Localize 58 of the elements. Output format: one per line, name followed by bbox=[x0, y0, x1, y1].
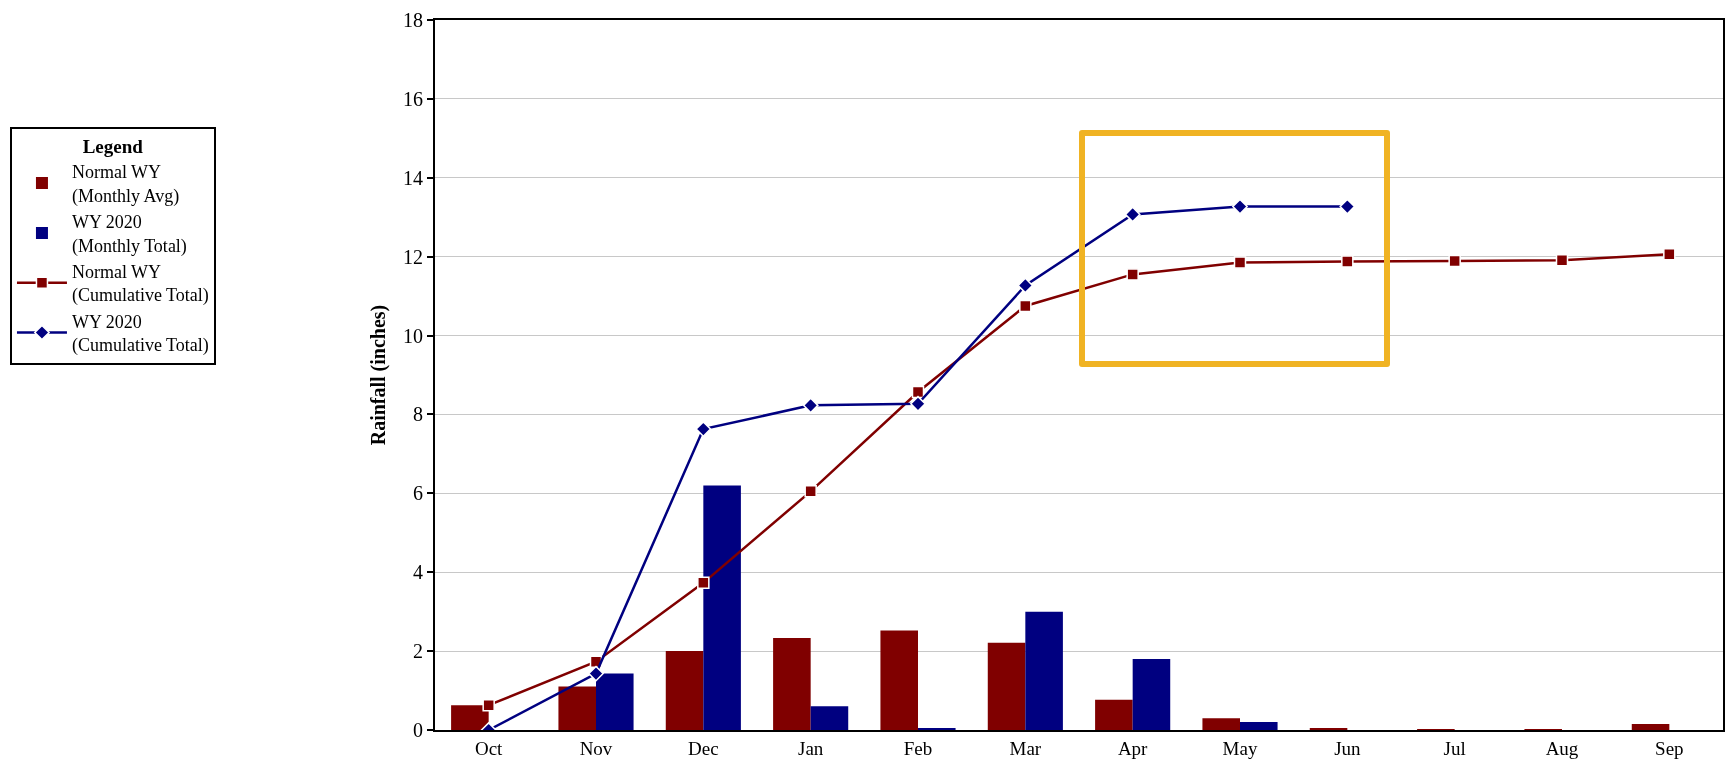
point bbox=[1233, 256, 1247, 269]
point bbox=[1448, 254, 1461, 268]
y-tick-label: 2 bbox=[413, 640, 423, 663]
point bbox=[1019, 299, 1032, 313]
point bbox=[1232, 198, 1248, 215]
point bbox=[697, 576, 710, 590]
point bbox=[1339, 198, 1356, 215]
point bbox=[695, 421, 712, 437]
legend-label: Normal WY (Cumulative Total) bbox=[71, 262, 209, 307]
bar bbox=[1240, 722, 1278, 730]
legend-label: WY 2020 (Cumulative Total) bbox=[71, 311, 209, 357]
bar bbox=[558, 686, 596, 730]
y-tick-label: 14 bbox=[403, 166, 423, 189]
x-tick-label: Jun bbox=[1334, 737, 1362, 759]
legend-title: Legend bbox=[82, 136, 144, 158]
y-tick-label: 12 bbox=[403, 245, 423, 268]
point bbox=[1017, 277, 1034, 294]
x-tick-label: Jan bbox=[798, 737, 824, 759]
point bbox=[910, 395, 926, 412]
point bbox=[1341, 255, 1354, 268]
bar bbox=[987, 642, 1026, 730]
point bbox=[1126, 268, 1139, 281]
point bbox=[588, 665, 604, 682]
x-tick-label: Oct bbox=[474, 737, 504, 759]
bar bbox=[1025, 611, 1063, 730]
bar bbox=[703, 485, 741, 730]
legend-label: WY 2020 (Monthly Total) bbox=[71, 212, 187, 257]
point bbox=[804, 485, 817, 498]
bar bbox=[810, 706, 849, 730]
point bbox=[1124, 206, 1141, 223]
x-tick-label: Aug bbox=[1545, 737, 1579, 759]
y-tick-label: 16 bbox=[403, 87, 423, 110]
y-tick-label: 8 bbox=[413, 403, 423, 426]
x-tick-label: Dec bbox=[688, 737, 719, 759]
bar bbox=[880, 630, 918, 730]
y-tick-label: 6 bbox=[413, 482, 423, 505]
x-tick-label: Feb bbox=[903, 737, 933, 759]
bar bbox=[1095, 699, 1133, 730]
x-tick-label: May bbox=[1222, 737, 1258, 759]
y-tick-label: 10 bbox=[403, 324, 423, 347]
y-tick-label: 18 bbox=[403, 9, 423, 31]
x-tick-label: Nov bbox=[579, 737, 613, 759]
x-tick-label: Apr bbox=[1117, 737, 1149, 759]
y-tick-label: 0 bbox=[413, 719, 423, 741]
y-tick-label: 4 bbox=[413, 561, 423, 584]
bar bbox=[665, 651, 704, 730]
point bbox=[1555, 253, 1569, 267]
y-axis-title: Rainfall (inches) bbox=[367, 304, 390, 446]
point bbox=[482, 698, 495, 712]
bar bbox=[1132, 659, 1171, 730]
x-tick-label: Jul bbox=[1443, 737, 1466, 759]
x-tick-label: Sep bbox=[1655, 737, 1684, 759]
point bbox=[802, 397, 819, 414]
bar bbox=[773, 638, 811, 730]
legend-label: Normal WY (Monthly Avg) bbox=[71, 162, 180, 207]
x-tick-label: Mar bbox=[1009, 737, 1042, 759]
bar bbox=[1631, 724, 1670, 730]
bar bbox=[1202, 718, 1240, 730]
